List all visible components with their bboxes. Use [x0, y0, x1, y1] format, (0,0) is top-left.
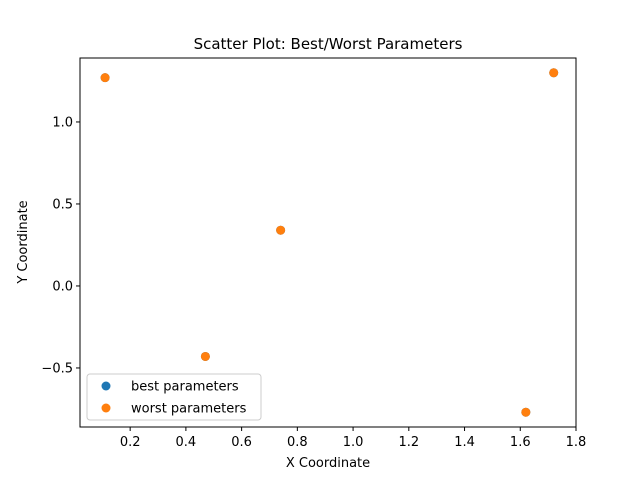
- y-tick-label: 1.0: [52, 115, 73, 130]
- x-axis-title: X Coordinate: [286, 456, 370, 471]
- legend-label: best parameters: [131, 380, 239, 395]
- y-tick-label: −0.5: [41, 361, 73, 376]
- legend: best parameters worst parameters: [86, 373, 262, 421]
- y-tick-label: 0.0: [52, 279, 73, 294]
- plot-area: [79, 57, 577, 428]
- scatter-point-worst: [521, 407, 531, 417]
- legend-marker: [101, 381, 111, 391]
- x-tick-label: 1.4: [454, 435, 475, 450]
- scatter-point-worst: [549, 68, 559, 78]
- legend-box: [86, 373, 262, 421]
- y-axis-title: Y Coordinate: [16, 200, 31, 284]
- scatter-point-worst: [100, 73, 110, 83]
- legend-label: worst parameters: [131, 402, 247, 417]
- chart-title: Scatter Plot: Best/Worst Parameters: [194, 35, 463, 53]
- x-tick-label: 0.6: [231, 435, 252, 450]
- x-tick-label: 1.6: [510, 435, 531, 450]
- y-tick-label: 0.5: [52, 197, 73, 212]
- x-tick-label: 0.4: [176, 435, 197, 450]
- x-tick-label: 1.0: [343, 435, 364, 450]
- x-axis: 0.2 0.4 0.6 0.8 1.0 1.2 1.4 1.6 1.8: [120, 427, 587, 450]
- data-points: [100, 68, 559, 417]
- x-tick-label: 1.8: [566, 435, 587, 450]
- x-tick-label: 0.2: [120, 435, 141, 450]
- y-axis: −0.5 0.0 0.5 1.0: [41, 115, 80, 376]
- x-tick-label: 1.2: [398, 435, 419, 450]
- legend-marker: [101, 403, 111, 413]
- scatter-point-worst: [200, 351, 210, 361]
- scatter-point-worst: [276, 225, 286, 235]
- x-tick-label: 0.8: [287, 435, 308, 450]
